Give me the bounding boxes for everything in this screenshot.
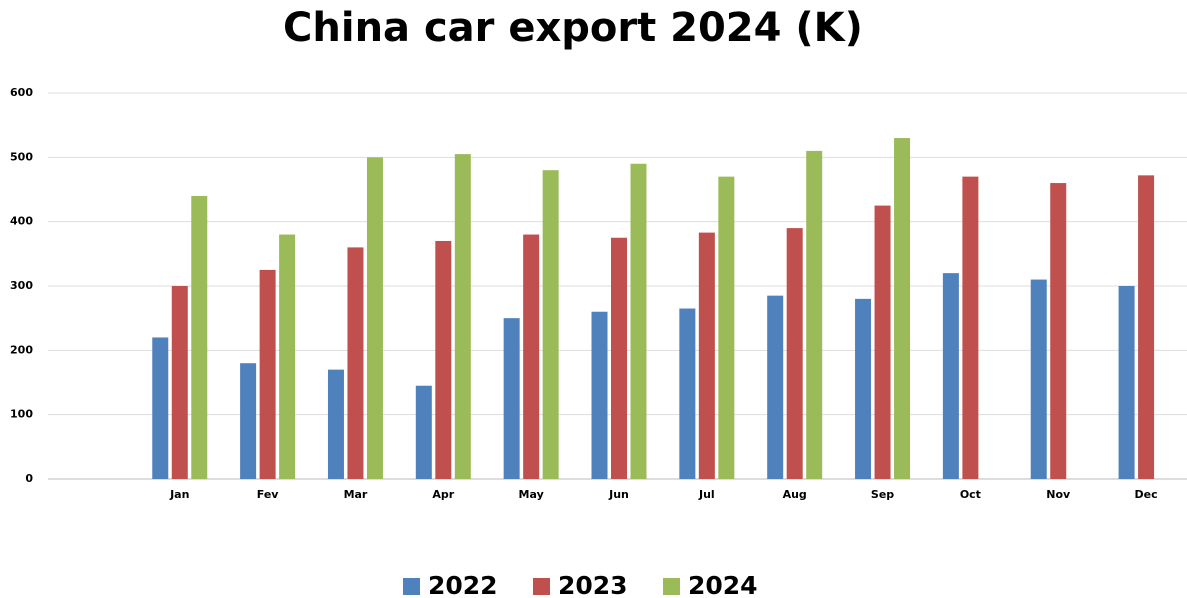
- legend-label: 2022: [428, 571, 498, 598]
- y-tick-label: 200: [10, 343, 33, 356]
- legend-label: 2024: [688, 571, 758, 598]
- bar: [1118, 286, 1135, 479]
- bar: [415, 385, 432, 479]
- bar: [1138, 175, 1155, 479]
- bar: [191, 195, 208, 479]
- bar: [874, 205, 891, 480]
- y-tick-label: 0: [25, 472, 33, 485]
- bar: [1050, 183, 1067, 480]
- y-tick-label: 100: [10, 408, 33, 421]
- bar: [894, 138, 911, 480]
- bar: [767, 295, 784, 479]
- legend-swatch: [533, 578, 550, 595]
- bar: [171, 286, 188, 479]
- bar: [366, 157, 383, 480]
- bar: [279, 234, 296, 479]
- x-tick-label: Jul: [698, 488, 715, 501]
- legend-swatch: [663, 578, 680, 595]
- x-tick-label: May: [519, 488, 544, 501]
- bar: [591, 311, 608, 479]
- x-tick-label: Aug: [783, 488, 807, 501]
- x-tick-label: Jan: [169, 488, 189, 501]
- y-tick-label: 400: [10, 215, 33, 228]
- bar: [855, 298, 872, 479]
- bar: [962, 176, 979, 479]
- x-tick-label: Jun: [608, 488, 629, 501]
- bar: [347, 247, 364, 479]
- bar: [611, 237, 627, 479]
- legend-swatch: [403, 578, 420, 595]
- bar: [523, 234, 540, 479]
- bar: [327, 369, 344, 479]
- bar: [679, 308, 696, 479]
- bar: [806, 150, 823, 479]
- y-tick-label: 600: [10, 86, 33, 99]
- x-tick-label: Mar: [344, 488, 368, 501]
- bar: [942, 273, 959, 479]
- bar: [503, 318, 520, 479]
- bar: [435, 240, 452, 479]
- y-tick-label: 500: [10, 150, 33, 163]
- chart-title: China car export 2024 (K): [283, 5, 863, 51]
- bar: [1030, 279, 1047, 479]
- bar: [152, 337, 169, 479]
- bar: [454, 154, 471, 479]
- bar: [718, 176, 735, 479]
- x-tick-label: Nov: [1046, 488, 1071, 501]
- bar: [259, 269, 276, 479]
- x-tick-label: Sep: [871, 488, 894, 501]
- x-tick-label: Dec: [1135, 488, 1158, 501]
- bar: [542, 170, 559, 479]
- x-tick-label: Apr: [432, 488, 454, 501]
- legend-label: 2023: [558, 571, 628, 598]
- y-tick-label: 300: [10, 279, 33, 292]
- x-tick-label: Oct: [960, 488, 981, 501]
- bar: [630, 163, 647, 479]
- bar: [698, 232, 715, 479]
- x-tick-label: Fev: [257, 488, 280, 501]
- bar: [786, 228, 803, 479]
- bar: [240, 363, 257, 479]
